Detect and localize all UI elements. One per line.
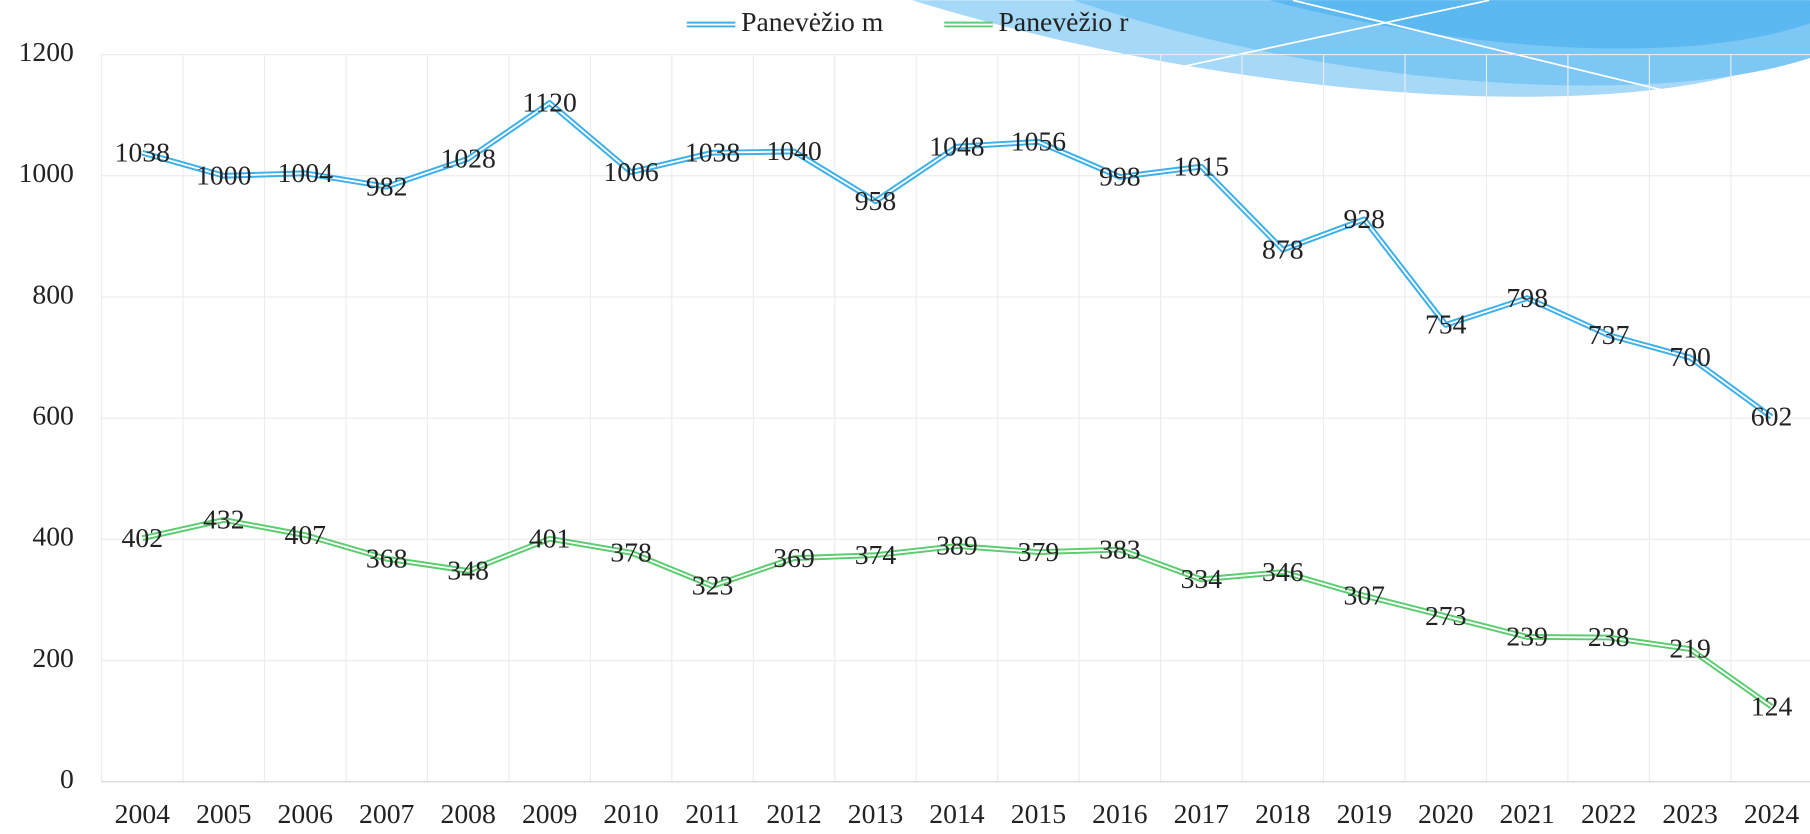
x-tick-label: 2010 — [603, 798, 658, 829]
data-label: 1028 — [440, 142, 495, 173]
data-label: 389 — [936, 530, 978, 561]
x-tick-label: 2014 — [929, 798, 985, 829]
data-label: 383 — [1099, 533, 1141, 564]
data-label: 1015 — [1174, 150, 1229, 181]
data-label: 1004 — [278, 157, 334, 188]
data-label: 323 — [692, 570, 734, 601]
data-label: 1038 — [685, 136, 740, 167]
y-tick-label: 0 — [60, 763, 74, 794]
x-tick-label: 2016 — [1092, 798, 1148, 829]
data-label: 700 — [1669, 341, 1711, 372]
x-tick-label: 2017 — [1174, 798, 1230, 829]
legend-label: Panevėžio r — [999, 6, 1129, 37]
data-label: 982 — [366, 170, 408, 201]
data-label: 1006 — [603, 156, 659, 187]
data-label: 798 — [1506, 282, 1548, 313]
data-label: 369 — [773, 542, 815, 573]
data-label: 374 — [855, 539, 897, 570]
x-tick-label: 2006 — [278, 798, 334, 829]
data-label: 737 — [1588, 319, 1630, 350]
y-tick-label: 800 — [32, 278, 74, 309]
y-tick-label: 1200 — [19, 36, 74, 67]
data-label: 1040 — [766, 135, 821, 166]
data-label: 239 — [1506, 621, 1548, 652]
y-tick-label: 1000 — [19, 157, 74, 188]
x-tick-label: 2022 — [1581, 798, 1636, 829]
data-label: 998 — [1099, 161, 1141, 192]
data-label: 124 — [1751, 690, 1793, 721]
data-label: 307 — [1343, 579, 1385, 610]
data-label: 348 — [447, 555, 489, 586]
data-label: 378 — [610, 536, 652, 567]
x-tick-label: 2005 — [196, 798, 251, 829]
decoration — [911, 0, 1810, 100]
x-tick-label: 2007 — [359, 798, 415, 829]
data-label: 368 — [366, 542, 408, 573]
y-tick-label: 600 — [32, 400, 74, 431]
data-label: 334 — [1181, 563, 1223, 594]
data-label: 379 — [1018, 536, 1060, 567]
data-label: 219 — [1669, 633, 1711, 664]
x-tick-label: 2015 — [1011, 798, 1066, 829]
x-tick-label: 2020 — [1418, 798, 1473, 829]
data-label: 273 — [1425, 600, 1467, 631]
data-label: 754 — [1425, 308, 1467, 339]
x-tick-label: 2021 — [1500, 798, 1555, 829]
x-tick-label: 2011 — [685, 798, 739, 829]
x-tick-label: 2009 — [522, 798, 577, 829]
legend-label: Panevėžio m — [741, 6, 884, 37]
x-tick-label: 2019 — [1337, 798, 1392, 829]
data-label: 1120 — [522, 87, 576, 118]
data-label: 928 — [1343, 203, 1385, 234]
y-tick-label: 400 — [32, 521, 74, 552]
data-label: 432 — [203, 504, 245, 535]
data-label: 238 — [1588, 621, 1630, 652]
data-label: 958 — [855, 185, 897, 216]
x-tick-label: 2013 — [848, 798, 903, 829]
data-label: 346 — [1262, 556, 1304, 587]
x-tick-label: 2004 — [115, 798, 171, 829]
data-label: 878 — [1262, 233, 1304, 264]
x-tick-label: 2008 — [440, 798, 495, 829]
x-tick-label: 2024 — [1744, 798, 1800, 829]
x-tick-label: 2023 — [1662, 798, 1717, 829]
x-tick-label: 2018 — [1255, 798, 1310, 829]
data-label: 1038 — [115, 136, 170, 167]
x-tick-label: 2012 — [766, 798, 821, 829]
data-label: 401 — [529, 522, 571, 553]
data-label: 407 — [284, 519, 326, 550]
data-label: 1056 — [1011, 125, 1067, 156]
series-line-inner — [142, 519, 1773, 708]
data-label: 602 — [1751, 401, 1793, 432]
y-tick-label: 200 — [32, 642, 74, 673]
data-label: 1048 — [929, 130, 984, 161]
data-label: 1000 — [196, 159, 251, 190]
data-label: 402 — [122, 522, 164, 553]
series-line-inner — [142, 102, 1773, 418]
